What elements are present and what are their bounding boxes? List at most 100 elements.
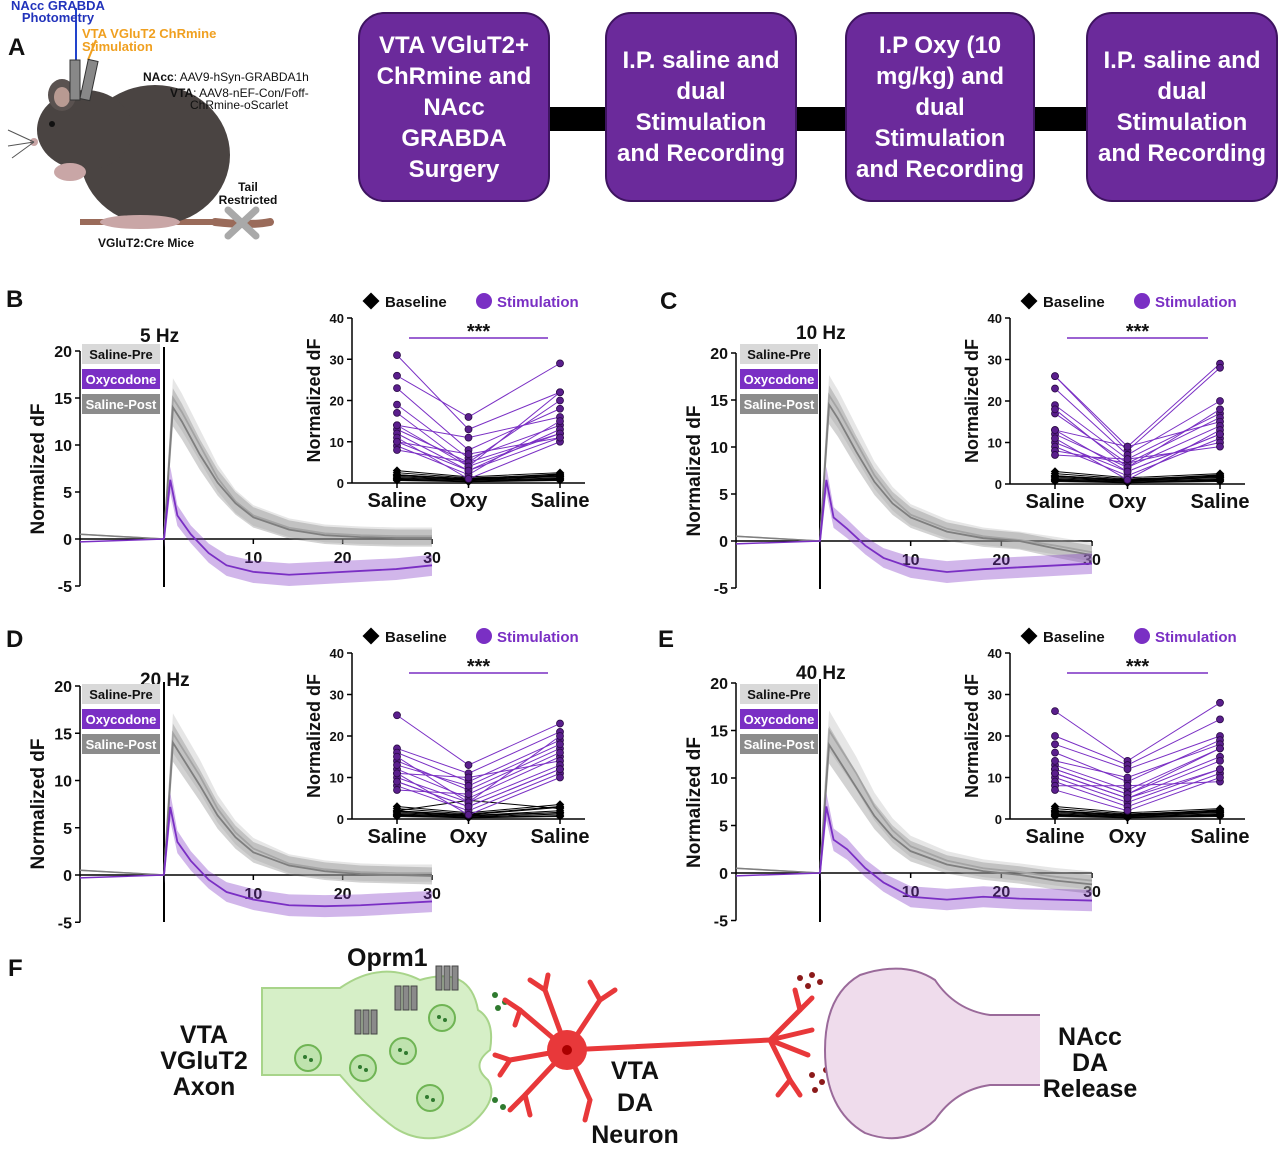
legend-label: Saline-Pre bbox=[747, 347, 811, 362]
x-tick-label: 30 bbox=[423, 886, 441, 903]
legend-label: Saline-Post bbox=[86, 737, 157, 752]
stimulation-point bbox=[393, 446, 401, 454]
y-tick-label: 10 bbox=[54, 438, 72, 455]
stimulation-point bbox=[393, 437, 401, 446]
scatter-category-label: Oxy bbox=[450, 490, 489, 512]
panel-label-d: D bbox=[6, 626, 24, 653]
legend-box bbox=[740, 684, 818, 704]
stimulation-point bbox=[1216, 363, 1224, 372]
legend-stimulation-marker bbox=[1134, 628, 1150, 644]
stimulation-point bbox=[556, 719, 564, 728]
scatter-y-axis-label: Normalized dF bbox=[304, 674, 324, 798]
y-tick-label: -5 bbox=[714, 581, 728, 598]
scatter-y-tick-label: 40 bbox=[330, 311, 344, 326]
error-band-saline-pre bbox=[820, 710, 1092, 890]
y-tick-label: 15 bbox=[54, 391, 72, 408]
x-tick-label: 30 bbox=[423, 550, 441, 567]
stimulation-point bbox=[464, 761, 473, 769]
error-band-oxycodone bbox=[820, 466, 1092, 583]
timeline-connector bbox=[795, 107, 847, 131]
scatter-y-axis-label: Normalized dF bbox=[962, 674, 982, 798]
release-label: NAcc DA Release bbox=[1042, 1023, 1138, 1103]
stimulation-point bbox=[1051, 748, 1059, 757]
legend-label: Saline-Pre bbox=[747, 687, 811, 702]
baseline-trace bbox=[735, 867, 821, 874]
y-tick-label: 15 bbox=[54, 726, 72, 743]
scatter-y-tick-label: 20 bbox=[988, 394, 1002, 409]
series-line-saline-post bbox=[163, 739, 433, 877]
stimulation-point bbox=[1051, 769, 1059, 778]
scatter-y-tick-label: 10 bbox=[330, 771, 344, 786]
scatter-category-label: Oxy bbox=[450, 826, 489, 848]
y-axis-label: Normalized dF bbox=[684, 406, 705, 537]
stimulation-pair-line bbox=[1054, 429, 1221, 473]
scatter-y-tick-label: 40 bbox=[988, 646, 1002, 661]
stimulation-point bbox=[393, 351, 401, 360]
stimulation-point bbox=[1123, 467, 1132, 476]
series-line-saline-pre bbox=[163, 730, 432, 876]
y-tick-label: 0 bbox=[63, 868, 72, 885]
panel-label-e: E bbox=[658, 626, 675, 653]
stimulation-point bbox=[464, 802, 473, 811]
scatter-y-tick-label: 40 bbox=[988, 311, 1002, 326]
y-axis-label: Normalized dF bbox=[28, 739, 49, 870]
stimulation-point bbox=[464, 474, 473, 483]
legend-label: Oxycodone bbox=[744, 372, 815, 387]
photometry-label-1: NAcc GRABDA bbox=[11, 0, 106, 13]
stimulation-point bbox=[556, 359, 564, 368]
stimulation-point bbox=[464, 810, 473, 819]
legend-box bbox=[740, 394, 818, 414]
frequency-title: 10 Hz bbox=[796, 323, 846, 344]
frequency-title: 40 Hz bbox=[796, 663, 846, 684]
significance-stars: *** bbox=[1126, 656, 1150, 678]
stimulation-point bbox=[1216, 698, 1224, 707]
stimulation-point bbox=[464, 773, 473, 782]
series-line-saline-pre bbox=[819, 727, 1093, 882]
y-tick-label: 20 bbox=[710, 676, 728, 693]
baseline-trace bbox=[735, 535, 821, 542]
stimulation-point bbox=[1051, 740, 1059, 749]
y-tick-label: 10 bbox=[54, 774, 72, 791]
series-line-saline-post bbox=[163, 404, 432, 540]
stimulation-point bbox=[1051, 434, 1059, 443]
stimulation-point bbox=[1216, 430, 1224, 439]
receptor-label: Oprm1 bbox=[347, 944, 428, 972]
stimulation-point bbox=[464, 413, 473, 421]
baseline-trace bbox=[735, 540, 821, 545]
scatter-y-tick-label: 10 bbox=[988, 436, 1002, 451]
error-band-oxycodone bbox=[164, 466, 432, 587]
scatter-y-tick-label: 40 bbox=[330, 646, 344, 661]
stimulation-point bbox=[393, 769, 401, 778]
legend-label: Saline-Post bbox=[86, 397, 157, 412]
stimulation-point bbox=[393, 371, 401, 380]
scatter-y-tick-label: 0 bbox=[337, 476, 344, 491]
tail-restricted-label: Tail Restricted bbox=[218, 180, 278, 207]
baseline-point bbox=[392, 476, 402, 485]
stimulation-point bbox=[1216, 397, 1224, 405]
scatter-category-label: Saline bbox=[531, 490, 590, 512]
x-tick-label: 20 bbox=[992, 552, 1010, 569]
stimulation-point bbox=[1216, 757, 1224, 765]
stimulation-point bbox=[1051, 757, 1059, 765]
baseline-trace bbox=[79, 533, 165, 540]
stimulation-pair-line bbox=[1054, 718, 1221, 766]
stimulation-point bbox=[1216, 744, 1224, 753]
stimulation-pair-line bbox=[1054, 404, 1221, 460]
scatter-y-axis-label: Normalized dF bbox=[304, 338, 324, 462]
stimulation-point bbox=[1123, 765, 1132, 774]
stimulation-point bbox=[556, 732, 564, 740]
scatter-category-label: Saline bbox=[368, 826, 427, 848]
scatter-y-tick-label: 20 bbox=[330, 729, 344, 744]
baseline-trace bbox=[735, 872, 821, 877]
legend-box bbox=[740, 344, 818, 364]
stimulation-pair-line bbox=[1054, 363, 1221, 448]
legend-baseline-label: Baseline bbox=[385, 294, 447, 311]
y-tick-label: 5 bbox=[63, 821, 72, 838]
scatter-y-tick-label: 30 bbox=[330, 688, 344, 703]
legend-stimulation-marker bbox=[1134, 293, 1150, 309]
stimulation-point bbox=[393, 408, 401, 417]
scatter-category-label: Oxy bbox=[1109, 491, 1148, 513]
x-tick-label: 20 bbox=[334, 886, 352, 903]
scatter-y-tick-label: 0 bbox=[995, 812, 1002, 827]
